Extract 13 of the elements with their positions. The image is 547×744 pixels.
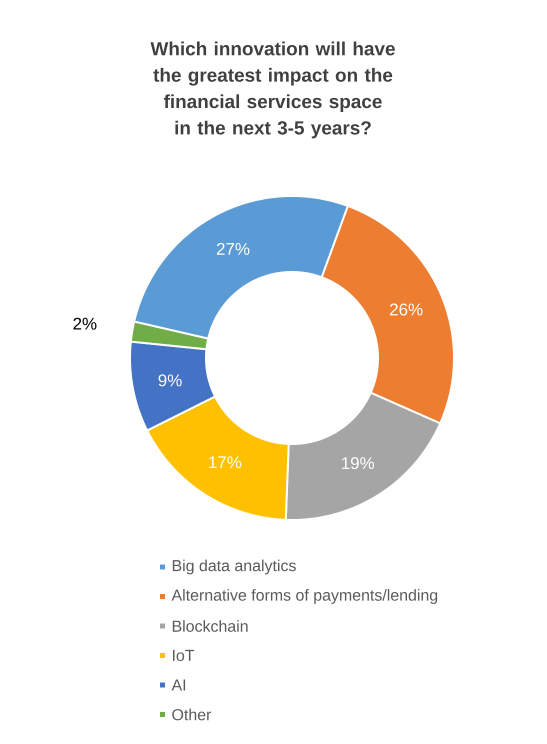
data-label: 9%	[158, 374, 182, 386]
data-label: 27%	[216, 242, 250, 255]
data-label: 2%	[73, 318, 96, 330]
legend-label: Blockchain	[172, 620, 248, 632]
legend-label: Alternative forms of payments/lending	[172, 589, 438, 604]
legend-label: Big data analytics	[172, 560, 296, 574]
legend-label: AI	[172, 680, 186, 690]
chart-title: Which innovation will have the greatest impact on the financial services space in the next 3-5 years?	[150, 42, 395, 138]
legend-label: IoT	[172, 650, 194, 662]
data-label: 17%	[209, 456, 242, 468]
data-label: 26%	[390, 304, 422, 316]
data-label: 19%	[342, 457, 374, 470]
legend-label: Other	[172, 708, 212, 720]
